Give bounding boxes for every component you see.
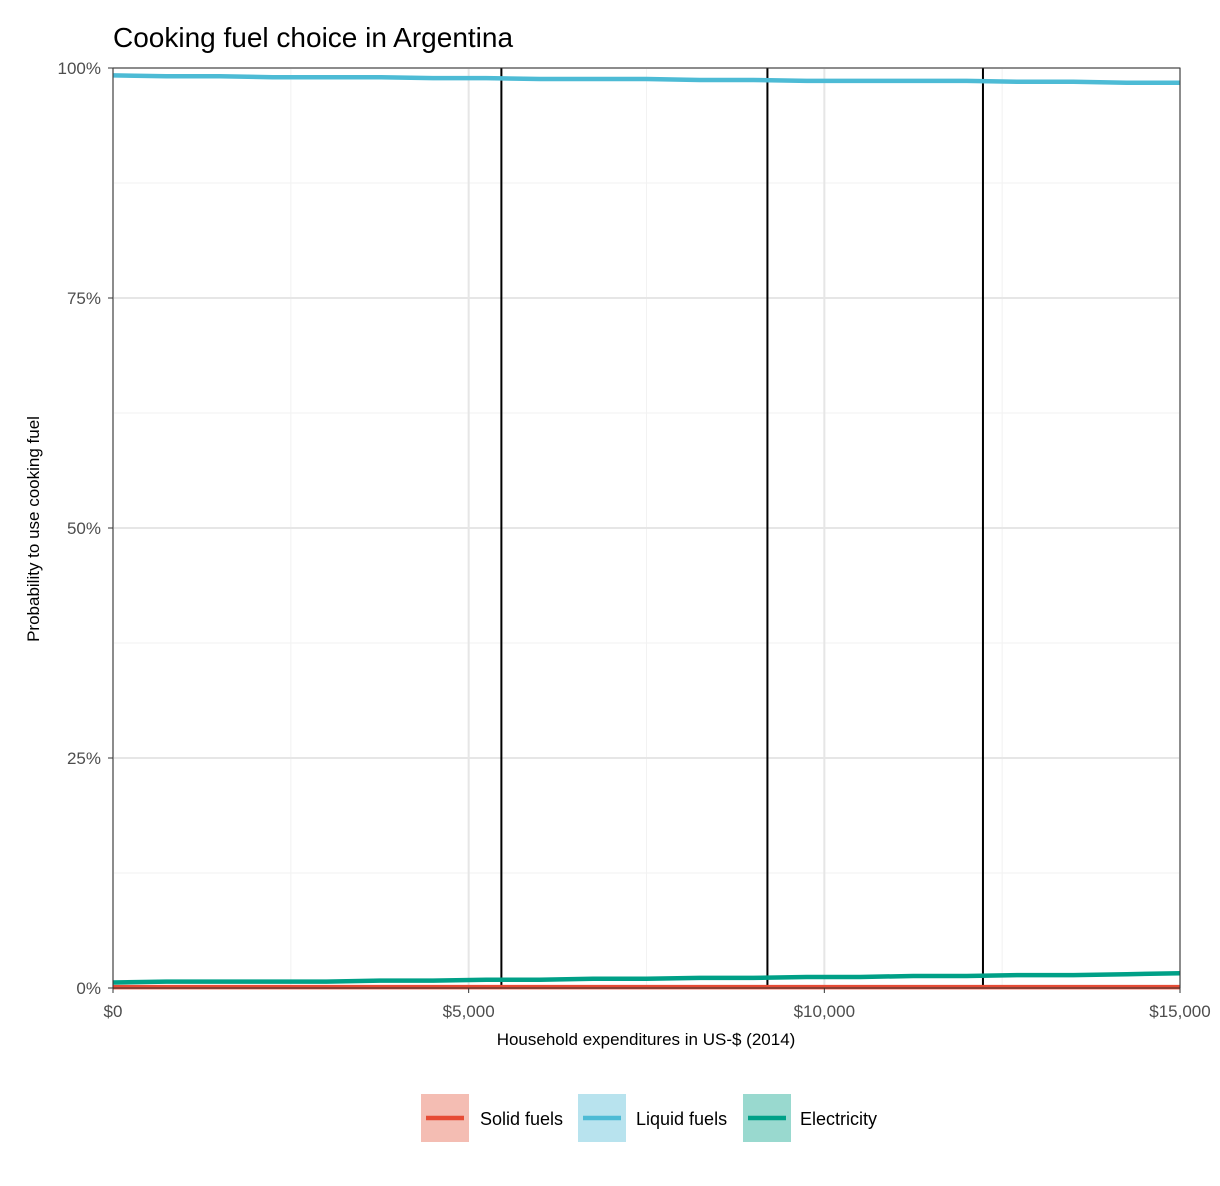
reference-lines (500, 68, 984, 988)
grid-lines (112, 67, 1181, 989)
y-tick-label: 100% (58, 59, 101, 78)
series-line-electricity (112, 971, 1181, 985)
y-tick-label: 0% (76, 979, 101, 998)
legend-label-liquid-fuels: Liquid fuels (636, 1109, 727, 1129)
chart-title: Cooking fuel choice in Argentina (113, 22, 513, 53)
legend-label-solid-fuels: Solid fuels (480, 1109, 563, 1129)
series-lines (112, 73, 1181, 990)
x-tick-label: $0 (104, 1002, 123, 1021)
series-line-liquid-fuels (112, 73, 1180, 85)
x-tick-label: $5,000 (443, 1002, 495, 1021)
x-axis-label: Household expenditures in US-$ (2014) (497, 1030, 796, 1049)
y-axis-label: Probability to use cooking fuel (24, 416, 43, 642)
legend-label-electricity: Electricity (800, 1109, 877, 1129)
x-tick-label: $10,000 (794, 1002, 855, 1021)
axes: $0 $5,000 $10,000 $15,000 0% 25% 50% 75% 100% (58, 59, 1211, 1021)
legend: Solid fuels Liquid fuels Electricity (421, 1094, 877, 1142)
y-tick-label: 25% (67, 749, 101, 768)
y-tick-label: 75% (67, 289, 101, 308)
x-tick-label: $15,000 (1149, 1002, 1210, 1021)
y-tick-label: 50% (67, 519, 101, 538)
